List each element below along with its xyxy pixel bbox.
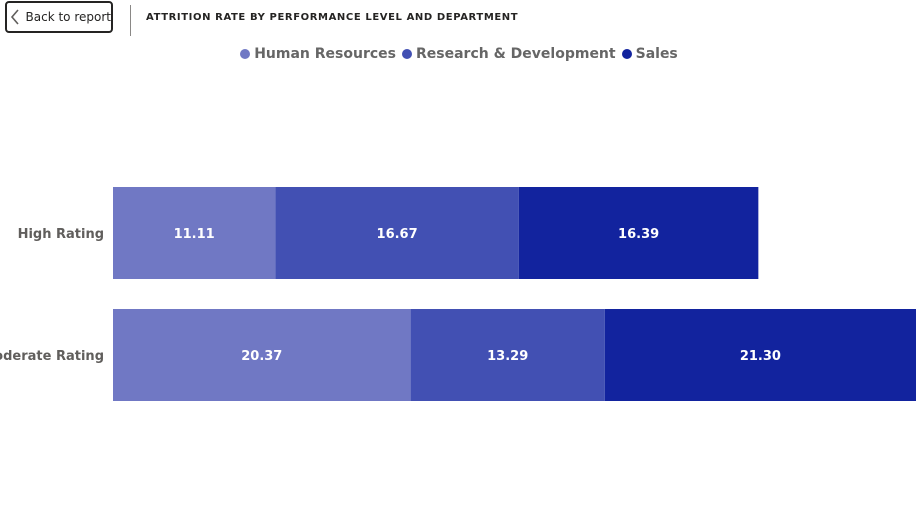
chevron-left-icon: [9, 3, 22, 31]
category-label: High Rating: [18, 227, 104, 242]
legend-item-research-development[interactable]: Research & Development: [402, 46, 616, 62]
data-label: 11.11: [174, 227, 215, 242]
back-to-report-button[interactable]: Back to report: [5, 1, 113, 33]
bar-segment[interactable]: [518, 187, 759, 279]
data-label: 13.29: [487, 349, 528, 364]
bar-segment[interactable]: [604, 309, 916, 401]
legend-dot-icon: [240, 49, 251, 59]
category-label: Moderate Rating: [0, 349, 104, 364]
legend-item-sales[interactable]: Sales: [621, 46, 678, 62]
legend-label: Sales: [635, 46, 678, 62]
header-divider: [130, 5, 131, 36]
chart-legend: Human Resources Research & Development S…: [0, 46, 918, 62]
legend-label: Human Resources: [254, 46, 396, 62]
legend-dot-icon: [621, 49, 632, 59]
data-label: 20.37: [241, 349, 282, 364]
data-label: 16.67: [377, 227, 418, 242]
back-button-label: Back to report: [25, 10, 111, 24]
legend-item-human-resources[interactable]: Human Resources: [240, 46, 396, 62]
bar-segment[interactable]: [410, 309, 605, 401]
bar-segment[interactable]: [113, 187, 276, 279]
page-title: ATTRITION RATE BY PERFORMANCE LEVEL AND …: [146, 12, 519, 23]
legend-label: Research & Development: [416, 46, 616, 62]
data-label: 21.30: [740, 349, 781, 364]
legend-dot-icon: [402, 49, 412, 59]
bar-segment[interactable]: [275, 187, 519, 279]
data-label: 16.39: [618, 227, 659, 242]
bar-segment[interactable]: [113, 309, 411, 401]
